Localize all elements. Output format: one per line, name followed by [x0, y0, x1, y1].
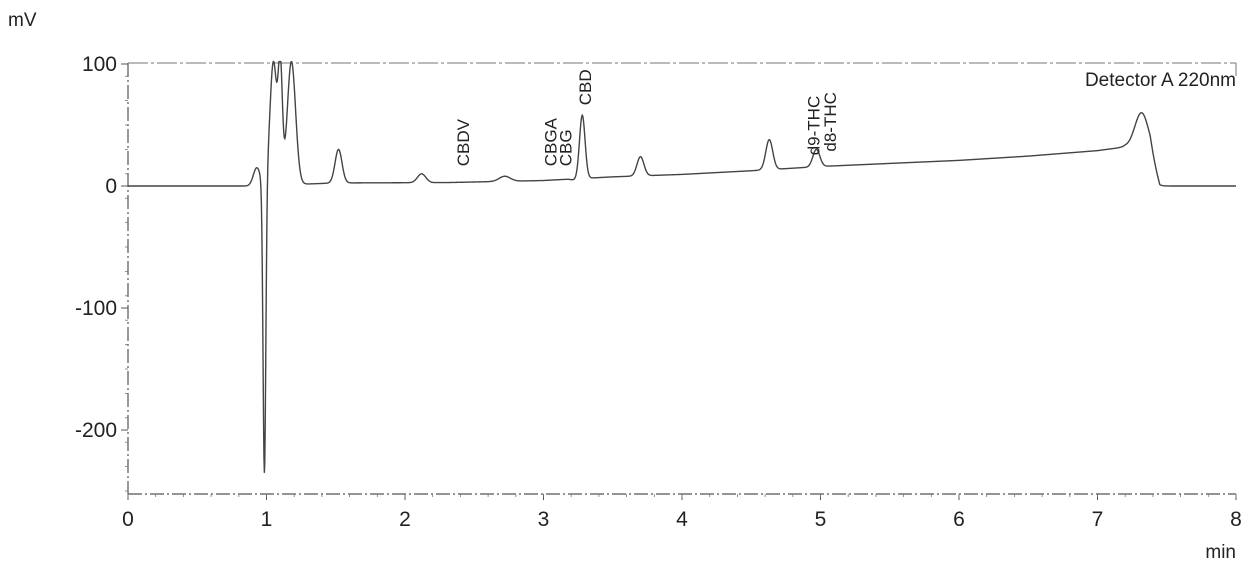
peak-label: CBG — [557, 129, 576, 166]
x-tick-label: 0 — [122, 508, 134, 531]
peak-label: CBGA — [541, 117, 560, 166]
x-tick-label: 5 — [815, 508, 827, 531]
x-tick-label: 4 — [676, 508, 688, 531]
y-axis-unit-label: mV — [8, 10, 37, 31]
x-tick-label: 2 — [399, 508, 411, 531]
y-tick-label: -200 — [75, 419, 117, 442]
x-tick-label: 3 — [538, 508, 550, 531]
x-tick-label: 6 — [953, 508, 965, 531]
detector-annotation: Detector A 220nm — [1085, 70, 1236, 91]
x-tick-label: 8 — [1230, 508, 1242, 531]
peak-label: d9-THC — [805, 96, 824, 156]
y-axis-ticks: 100 0 -100 -200 — [75, 53, 128, 492]
y-tick-label: 0 — [105, 175, 117, 198]
x-tick-label: 1 — [261, 508, 273, 531]
peak-label: CBD — [576, 69, 595, 105]
x-axis-unit-label: min — [1205, 542, 1236, 563]
y-tick-label: -100 — [75, 297, 117, 320]
peak-label: d8-THC — [821, 92, 840, 152]
chromatogram-trace — [128, 60, 1236, 473]
peak-label: CBDV — [454, 118, 473, 166]
x-axis-ticks: 0 1 2 3 4 5 6 7 8 — [122, 494, 1242, 531]
x-tick-label: 7 — [1092, 508, 1104, 531]
y-tick-label: 100 — [82, 53, 117, 76]
